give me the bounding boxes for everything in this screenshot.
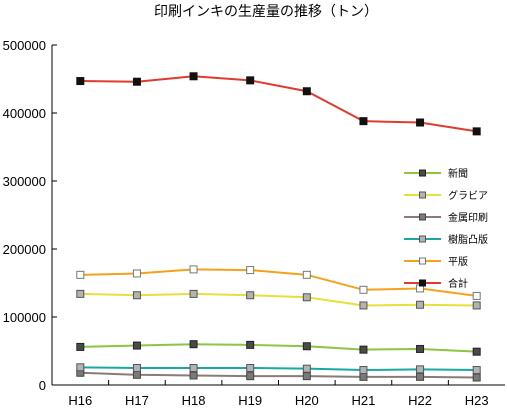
data-point: [246, 340, 255, 349]
data-point: [416, 344, 425, 353]
data-point: [472, 301, 481, 310]
data-point: [302, 87, 311, 96]
data-point: [189, 289, 198, 298]
legend-label: 金属印刷: [448, 211, 488, 224]
series-2: [76, 368, 481, 382]
data-point: [302, 270, 311, 279]
data-point: [132, 370, 141, 379]
x-tick-label: H21: [352, 393, 376, 408]
series-line: [80, 366, 477, 372]
data-point: [132, 341, 141, 350]
data-point: [416, 118, 425, 127]
data-point: [246, 364, 255, 372]
x-tick-label: H22: [408, 393, 432, 408]
data-point: [132, 291, 141, 300]
legend-label: 樹脂凸版: [448, 233, 488, 246]
data-point: [189, 371, 198, 380]
legend-label: グラビア: [448, 189, 488, 202]
data-point: [246, 291, 255, 300]
legend-swatch-marker: [419, 235, 426, 243]
data-point: [472, 366, 481, 375]
data-point: [246, 372, 255, 381]
x-tick-label: H20: [295, 393, 319, 408]
data-point: [302, 293, 311, 302]
series-layer: [76, 72, 481, 382]
axes: 0 100000 200000 300000 400000 500000 H16 H17 H18…: [3, 38, 505, 408]
data-point: [472, 291, 481, 300]
data-point: [416, 372, 425, 381]
y-tick-label: 200000: [3, 242, 46, 257]
data-point: [132, 269, 141, 278]
data-point: [189, 72, 198, 81]
legend-item: 樹脂凸版: [404, 233, 488, 246]
data-point: [132, 364, 141, 372]
data-point: [302, 364, 311, 373]
y-tick-label: 100000: [3, 310, 46, 325]
y-tick-label: 300000: [3, 174, 46, 189]
legend-label: 合計: [448, 277, 468, 290]
x-tick-label: H16: [68, 393, 92, 408]
data-point: [302, 342, 311, 351]
x-tick-label: H19: [238, 393, 262, 408]
data-point: [359, 301, 368, 310]
data-point: [359, 345, 368, 354]
legend-label: 平版: [448, 255, 468, 268]
data-point: [302, 372, 311, 381]
data-point: [472, 347, 481, 356]
legend-item: グラビア: [404, 189, 488, 202]
y-tick-label: 400000: [3, 106, 46, 121]
y-tick-label: 500000: [3, 38, 46, 53]
series-line: [80, 292, 477, 307]
data-point: [416, 365, 425, 374]
series-1: [76, 289, 481, 310]
data-point: [76, 289, 85, 298]
x-tick-label: H23: [465, 393, 489, 408]
legend-swatch-marker: [419, 191, 426, 199]
data-point: [76, 363, 85, 372]
series-0: [76, 340, 481, 356]
data-point: [76, 342, 85, 351]
data-point: [246, 266, 255, 275]
legend-swatch-marker: [419, 169, 426, 177]
series-line: [80, 343, 477, 353]
data-point: [359, 117, 368, 126]
series-line: [80, 371, 477, 379]
series-5: [76, 72, 481, 136]
legend-swatch-marker: [419, 279, 426, 287]
data-point: [76, 77, 85, 86]
chart-title: 印刷インキの生産量の推移（トン）: [154, 4, 378, 20]
legend-item: 合計: [404, 277, 468, 290]
legend-swatch-marker: [419, 257, 426, 265]
series-4: [76, 265, 481, 300]
data-point: [76, 270, 85, 279]
data-point: [189, 364, 198, 372]
legend-item: 平版: [404, 255, 468, 268]
series-3: [76, 363, 481, 375]
data-point: [359, 366, 368, 375]
data-point: [189, 340, 198, 349]
legend-item: 新聞: [404, 167, 468, 180]
y-tick-label: 0: [39, 378, 46, 393]
data-point: [416, 300, 425, 309]
legend-item: 金属印刷: [404, 211, 488, 224]
data-point: [359, 372, 368, 381]
data-point: [359, 285, 368, 294]
x-tick-label: H17: [125, 393, 149, 408]
series-line: [80, 75, 477, 133]
data-point: [132, 77, 141, 86]
x-tick-label: H18: [182, 393, 206, 408]
data-point: [189, 265, 198, 274]
legend-swatch-marker: [419, 213, 426, 221]
data-point: [472, 127, 481, 136]
data-point: [246, 76, 255, 85]
data-point: [472, 373, 481, 382]
series-line: [80, 268, 477, 297]
legend-label: 新聞: [448, 167, 468, 180]
